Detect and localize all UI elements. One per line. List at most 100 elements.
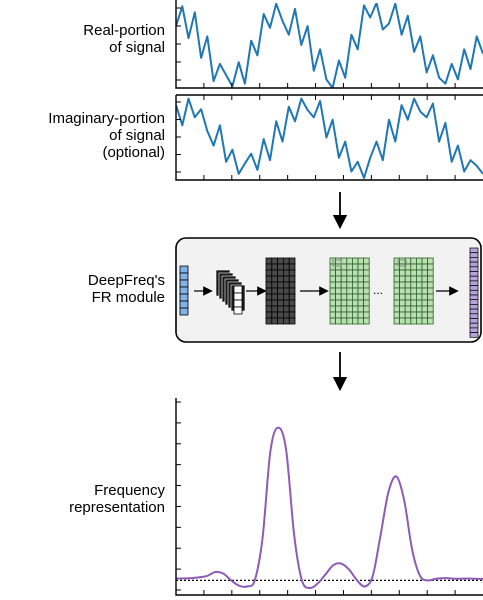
feature-cell [265,275,273,283]
feature-cell [282,299,290,307]
resnet-cell [346,275,353,283]
output-cell [469,261,479,268]
resnet-cell [340,311,348,319]
resnet-cell [335,293,342,301]
frequency-representation-label: Frequency representation [69,482,165,516]
resnet-cell [340,263,348,271]
feature-cell [277,305,284,313]
resnet-cell [393,287,400,295]
resnet-cell [415,317,423,325]
output-cell [469,304,479,310]
resnet-cell [363,257,370,265]
resnet-cell [363,263,370,271]
resnet-cell [399,275,406,283]
feature-cell [282,293,290,301]
conv-filters-block [215,269,246,315]
feature-cell [271,293,278,301]
imaginary-signal-plot [175,94,483,181]
feature-cell [265,311,273,319]
resnet-cell [421,281,428,289]
resnet-cell [421,293,428,301]
conv-output-cell [233,306,243,315]
resnet-cell [399,299,406,307]
resnet-cell [421,317,428,325]
output-cell [469,327,479,333]
feature-cell [277,275,284,283]
resnet-cell [410,293,417,301]
resnet-cell [410,269,417,277]
real-signal-axes [175,0,483,89]
feature-cell [288,275,296,283]
resnet-cell [399,281,406,289]
resnet-cell [393,305,400,313]
resnet-cell [329,317,336,325]
output-vector-block [469,247,479,338]
spectrum-axes [175,398,483,596]
resnet-cell [421,257,428,265]
conv-output-cell [233,299,243,308]
resnet-cell [427,281,434,289]
output-cell [469,285,479,291]
feature-cell [271,287,278,295]
resnet-cell [415,275,423,283]
feature-cell [288,293,296,301]
resnet-cell [329,287,336,295]
feature-cell [271,281,278,289]
imaginary-signal-axes [175,94,483,181]
resnet-cell [346,281,353,289]
input-cell [179,272,189,281]
feature-cell [271,311,278,319]
resnet-cell [393,257,400,265]
resnet-cell [351,311,359,319]
input-cell [179,286,189,295]
resnet-cell [363,293,370,301]
resnet-cell [404,281,412,289]
resnet-cell [427,299,434,307]
feature-cell [277,293,284,301]
resnet-cell [410,281,417,289]
resnet-block-1 [329,257,370,325]
resnet-cell [340,293,348,301]
output-cell [469,280,479,286]
output-cell [469,299,479,305]
frequency-representation-plot [175,398,483,596]
resnet-cell [404,299,412,307]
resnet-cell [399,317,406,325]
resnet-cell [335,269,342,277]
resnet-cell [329,311,336,319]
feature-cell [265,257,273,265]
resnet-cell [399,257,406,265]
resnet-cell [335,257,342,265]
feature-cell [288,311,296,319]
resnet-cell [340,317,348,325]
resnet-cell [393,311,400,319]
feature-cell [277,263,284,271]
resnet-cell [415,269,423,277]
resnet-cell [404,287,412,295]
resnet-cell [346,299,353,307]
feature-cell [271,305,278,313]
resnet-cell [351,257,359,265]
resnet-cell [427,269,434,277]
resnet-cell [329,275,336,283]
kernel-marker [397,259,407,267]
feature-cell [288,299,296,307]
resnet-cell [351,293,359,301]
resnet-cell [335,299,342,307]
module-ellipsis: ... [373,283,383,297]
resnet-cell [363,305,370,313]
resnet-cell [421,311,428,319]
resnet-cell [410,299,417,307]
feature-cell [271,257,278,265]
resnet-cell [410,275,417,283]
resnet-cell [340,275,348,283]
resnet-cell [335,275,342,283]
resnet-cell [346,311,353,319]
resnet-cell [329,305,336,313]
output-cell [469,266,479,272]
input-cell [179,293,189,302]
resnet-cell [404,317,412,325]
resnet-cell [393,275,400,283]
feature-cell [265,317,273,325]
